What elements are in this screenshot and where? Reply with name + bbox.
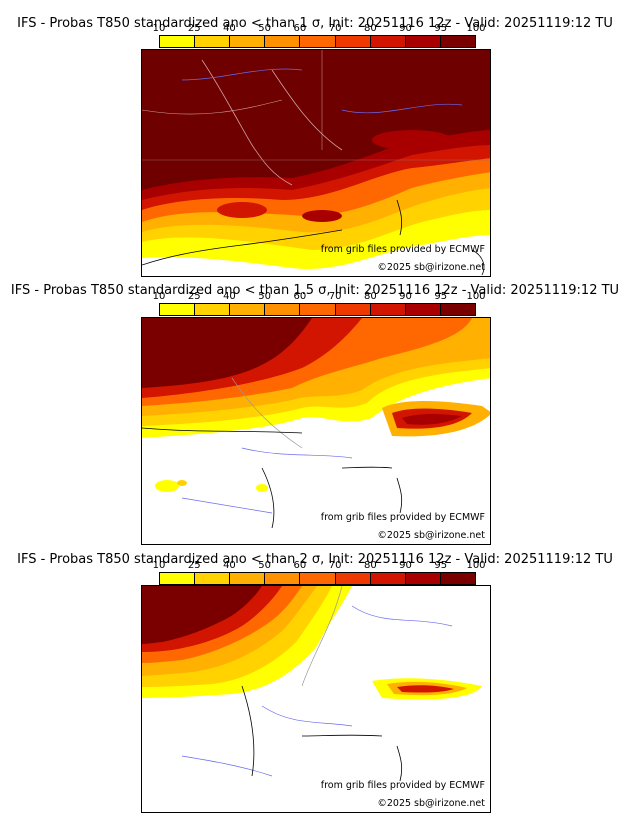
colorbar-segment <box>160 36 196 47</box>
colorbar-segment <box>160 304 196 315</box>
colorbar-ticks: 10 25 40 50 60 70 80 90 95 100 <box>153 290 486 303</box>
colorbar-segment <box>335 36 371 47</box>
colorbar-tick-label: 80 <box>363 291 377 302</box>
colorbar-segment <box>405 304 441 315</box>
probability-map: from grib files provided by ECMWF ©2025 … <box>141 585 491 813</box>
panel-title: IFS - Probas T850 standardized ano < tha… <box>10 283 620 298</box>
colorbar-segment <box>230 36 266 47</box>
source-credit: from grib files provided by ECMWF <box>320 512 485 523</box>
colorbar-segment <box>370 304 406 315</box>
colorbar-segment <box>300 36 336 47</box>
colorbar-segment <box>440 573 475 584</box>
source-credit: from grib files provided by ECMWF <box>320 244 485 255</box>
colorbar <box>159 572 476 585</box>
colorbar-segment <box>160 573 196 584</box>
colorbar-tick-label: 70 <box>328 291 342 302</box>
colorbar-segment <box>300 304 336 315</box>
colorbar-segment <box>265 573 301 584</box>
colorbar-segment <box>440 304 475 315</box>
colorbar-segment <box>300 573 336 584</box>
colorbar-tick-label: 40 <box>223 23 236 34</box>
colorbar-segment <box>370 573 406 584</box>
colorbar-tick-label: 50 <box>258 23 272 34</box>
colorbar-ticks: 10 25 40 50 60 70 80 90 95 100 <box>153 22 486 35</box>
colorbar-segment <box>265 36 301 47</box>
colorbar-tick-label: 80 <box>363 560 377 571</box>
colorbar-tick-label: 10 <box>152 291 166 302</box>
colorbar-segment <box>370 36 406 47</box>
copyright-credit: ©2025 sb@irizone.net <box>377 798 485 809</box>
colorbar-segment <box>335 304 371 315</box>
colorbar-tick-label: 10 <box>152 23 166 34</box>
colorbar-tick-label: 25 <box>187 23 201 34</box>
colorbar-segment <box>230 573 266 584</box>
colorbar-segment <box>405 36 441 47</box>
probability-map: from grib files provided by ECMWF ©2025 … <box>141 317 491 545</box>
colorbar-tick-label: 50 <box>258 291 272 302</box>
colorbar-tick-label: 95 <box>434 560 448 571</box>
probability-panel-1-5sigma: IFS - Probas T850 standardized ano < tha… <box>0 270 630 545</box>
colorbar-tick-label: 60 <box>293 291 307 302</box>
colorbar-tick-label: 80 <box>363 23 377 34</box>
colorbar-tick-label: 90 <box>399 23 412 34</box>
colorbar-tick-label: 100 <box>466 23 486 34</box>
colorbar <box>159 35 476 48</box>
colorbar-tick-label: 40 <box>223 560 236 571</box>
colorbar-tick-label: 95 <box>434 23 448 34</box>
colorbar-tick-label: 70 <box>328 23 342 34</box>
colorbar-tick-label: 25 <box>187 560 201 571</box>
colorbar-tick-label: 10 <box>152 560 166 571</box>
colorbar-segment <box>335 573 371 584</box>
colorbar-tick-label: 100 <box>466 291 486 302</box>
colorbar-tick-label: 100 <box>466 560 486 571</box>
colorbar-tick-label: 90 <box>399 291 412 302</box>
colorbar-tick-label: 60 <box>293 23 307 34</box>
panel-title: IFS - Probas T850 standardized ano < tha… <box>17 16 613 31</box>
colorbar-segment <box>265 304 301 315</box>
probability-panel-2sigma: IFS - Probas T850 standardized ano < tha… <box>0 540 630 813</box>
colorbar-segment <box>230 304 266 315</box>
probability-panel-1sigma: IFS - Probas T850 standardized ano < tha… <box>0 0 630 277</box>
copyright-credit: ©2025 sb@irizone.net <box>377 262 485 273</box>
colorbar-segment <box>440 36 475 47</box>
colorbar-tick-label: 50 <box>258 560 272 571</box>
colorbar-tick-label: 25 <box>187 291 201 302</box>
colorbar-tick-label: 95 <box>434 291 448 302</box>
colorbar-segment <box>195 304 231 315</box>
colorbar <box>159 303 476 316</box>
colorbar-tick-label: 90 <box>399 560 412 571</box>
copyright-credit: ©2025 sb@irizone.net <box>377 530 485 541</box>
colorbar-segment <box>405 573 441 584</box>
colorbar-tick-label: 60 <box>293 560 307 571</box>
panel-title: IFS - Probas T850 standardized ano < tha… <box>17 552 613 567</box>
probability-map: from grib files provided by ECMWF ©2025 … <box>141 49 491 277</box>
source-credit: from grib files provided by ECMWF <box>320 780 485 791</box>
colorbar-tick-label: 40 <box>223 291 236 302</box>
colorbar-tick-label: 70 <box>328 560 342 571</box>
colorbar-segment <box>195 36 231 47</box>
colorbar-segment <box>195 573 231 584</box>
colorbar-ticks: 10 25 40 50 60 70 80 90 95 100 <box>153 559 486 572</box>
